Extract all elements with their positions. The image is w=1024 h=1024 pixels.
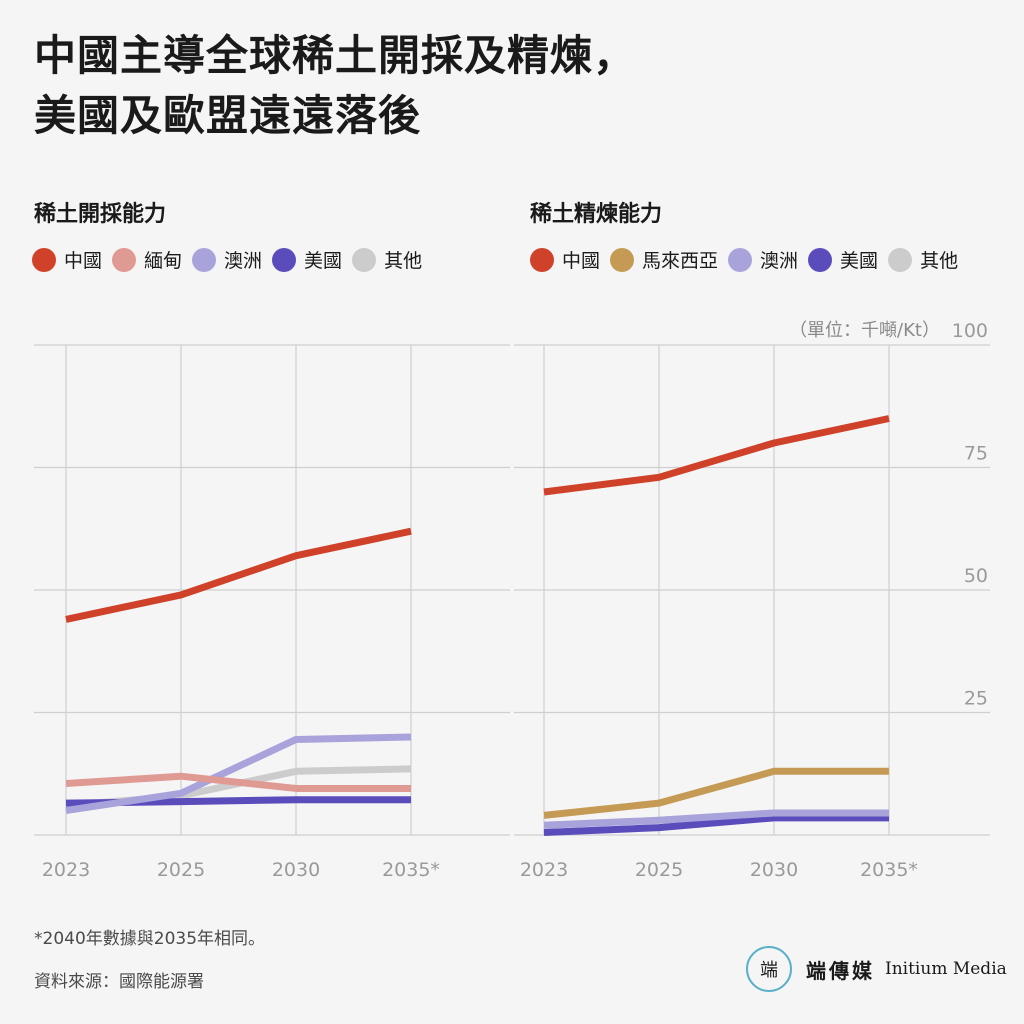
- series-line-澳洲: [65, 733, 412, 814]
- logo-mark: 端: [746, 946, 792, 992]
- legend-item: 美國: [808, 246, 878, 273]
- legend-item: 其他: [352, 246, 422, 273]
- source-note: 資料來源：國際能源署: [34, 972, 204, 992]
- series-line-馬來西亞: [543, 767, 889, 819]
- legend-item: 緬甸: [112, 246, 182, 273]
- refining-chart-title: 稀土精煉能力: [530, 202, 663, 227]
- axis-labels: 25 50 75 100 2023 2025 2030 2035* 2023 2025 2030 20…: [42, 320, 988, 881]
- legend-label: 澳洲: [760, 250, 799, 272]
- line-chart: 25 50 75 100 2023 2025 2030 2035* 2023 2025 2030 20…: [34, 320, 990, 881]
- x-tick-label: 2025: [635, 859, 683, 881]
- gridlines: [34, 344, 990, 836]
- legend-swatch: [272, 247, 297, 272]
- legend-item: 中國: [32, 246, 102, 273]
- legend-swatch: [728, 247, 753, 272]
- legend-label: 馬來西亞: [642, 250, 719, 272]
- y-tick-label: 75: [964, 443, 988, 465]
- series-line-中國: [543, 415, 890, 496]
- legend-item: 馬來西亞: [610, 246, 718, 273]
- legend-label: 澳洲: [224, 250, 263, 272]
- legend-label: 緬甸: [144, 250, 183, 272]
- legend-label: 美國: [840, 250, 879, 272]
- x-tick-label: 2023: [42, 859, 90, 881]
- legend-swatch: [352, 247, 377, 272]
- legend-label: 中國: [64, 250, 103, 272]
- footnote: *2040年數據與2035年相同。: [34, 929, 266, 949]
- legend-label: 美國: [304, 250, 343, 272]
- x-tick-label: 2035*: [860, 859, 918, 881]
- series-line-中國: [65, 527, 412, 623]
- x-tick-label: 2030: [750, 859, 798, 881]
- title-line-1: 中國主導全球稀土開採及精煉，: [34, 31, 637, 80]
- series-line-澳洲: [543, 809, 889, 829]
- legend-swatch: [530, 247, 554, 272]
- x-tick-label: 2023: [520, 859, 568, 881]
- refining-legend: 中國 馬來西亞 澳洲 美國 其他: [530, 246, 968, 273]
- x-tick-label: 2035*: [382, 859, 440, 881]
- logo-name-en: Initium Media: [885, 959, 1007, 979]
- legend-item: 其他: [888, 246, 958, 273]
- legend-swatch: [888, 247, 913, 272]
- logo-name-cn: 端傳媒: [806, 958, 875, 983]
- legend-item: 中國: [530, 246, 600, 273]
- legend-swatch: [808, 247, 833, 272]
- series-lines: [65, 415, 890, 837]
- legend-item: 澳洲: [192, 246, 262, 273]
- x-tick-label: 2025: [157, 859, 205, 881]
- legend-swatch: [112, 247, 137, 272]
- series-line-緬甸: [65, 772, 411, 792]
- mining-legend: 中國 緬甸 澳洲 美國 其他: [32, 246, 432, 273]
- y-tick-label: 50: [964, 565, 988, 587]
- y-tick-label: 25: [964, 688, 988, 710]
- legend-label: 中國: [562, 250, 601, 272]
- series-line-美國: [543, 814, 889, 837]
- y-tick-label: 100: [952, 320, 988, 342]
- initium-logo: 端 端傳媒 Initium Media: [746, 946, 1007, 992]
- x-tick-label: 2030: [272, 859, 320, 881]
- legend-item: 澳洲: [728, 246, 798, 273]
- title-line-2: 美國及歐盟遠遠落後: [34, 91, 422, 140]
- page-title: 中國主導全球稀土開採及精煉， 美國及歐盟遠遠落後: [34, 26, 636, 146]
- legend-swatch: [32, 247, 56, 272]
- legend-swatch: [610, 247, 635, 272]
- mining-chart-title: 稀土開採能力: [34, 202, 167, 227]
- legend-label: 其他: [384, 250, 423, 272]
- legend-item: 美國: [272, 246, 342, 273]
- unit-label: （單位：千噸/Kt）: [789, 320, 940, 341]
- legend-swatch: [192, 247, 217, 272]
- legend-label: 其他: [920, 250, 959, 272]
